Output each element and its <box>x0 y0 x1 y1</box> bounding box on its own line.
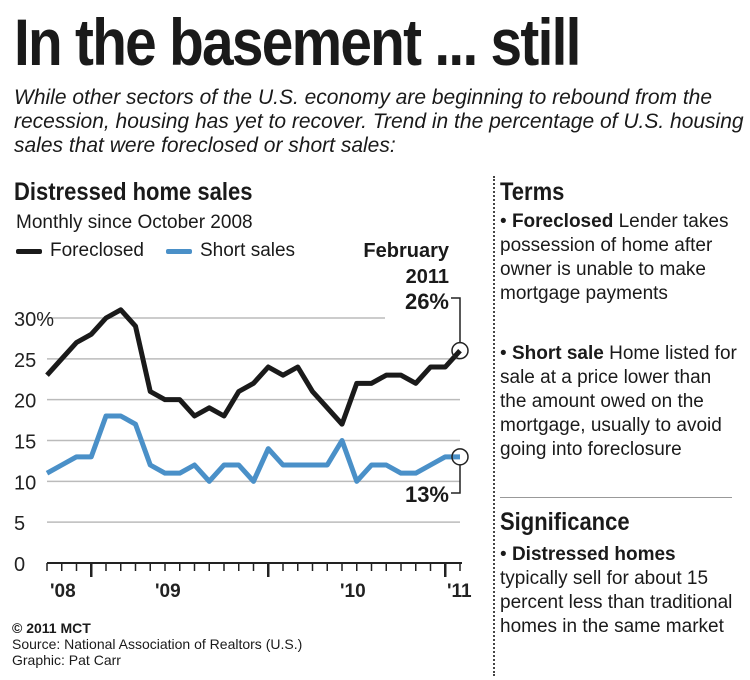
term-def: typically sell for about 15 percent less… <box>500 568 733 637</box>
chart-subtitle: Monthly since October 2008 <box>16 212 253 233</box>
terms-heading: Terms <box>500 178 565 206</box>
y-tick-label: 5 <box>14 513 25 535</box>
y-tick-label: 25 <box>14 350 36 372</box>
term-label: Short sale <box>511 343 604 364</box>
annotation-short: 13% <box>405 482 449 507</box>
credit: Graphic: Pat Carr <box>12 652 121 668</box>
legend-swatch-short <box>166 248 192 254</box>
x-tick-label: '11 <box>447 581 472 602</box>
significance-heading: Significance <box>500 508 630 536</box>
y-tick-label: 20 <box>14 391 36 413</box>
intro-text: While other sectors of the U.S. economy … <box>14 86 744 157</box>
x-tick-label: '09 <box>155 581 181 602</box>
term-def: Home listed for sale at a price lower th… <box>500 343 737 460</box>
x-tick-label: '10 <box>340 581 366 602</box>
separator <box>500 497 732 498</box>
footer: © 2011 MCT Source: National Association … <box>12 620 302 668</box>
y-tick-label: 30% <box>14 309 54 331</box>
term-label: Distressed homes <box>511 544 676 565</box>
annotation-foreclosed: 26% <box>405 289 449 314</box>
y-tick-label: 0 <box>14 554 25 576</box>
legend-foreclosed: Foreclosed <box>50 240 144 261</box>
copyright: © 2011 MCT <box>12 620 91 636</box>
source: Source: National Association of Realtors… <box>12 636 303 652</box>
legend-short: Short sales <box>200 240 296 261</box>
callout-line <box>451 464 461 494</box>
annotation-year: 2011 <box>406 266 449 288</box>
callout-line <box>451 297 461 343</box>
term-label: Foreclosed <box>511 211 614 232</box>
legend-swatch-foreclosed <box>16 248 42 254</box>
term-def: Lender takes possession of home after ow… <box>500 211 729 304</box>
significance-text: • Distressed homes typically sell for ab… <box>500 544 733 637</box>
x-tick-label: '08 <box>50 581 76 602</box>
chart: 0 5 10 15 20 25 30% '08 '09 '10 '11 February 201126%… <box>14 240 472 602</box>
term-short-sale: • Short sale Home listed for sale at a p… <box>500 343 737 460</box>
chart-title: Distressed home sales <box>14 178 253 206</box>
term-foreclosed: • Foreclosed Lender takes possession of … <box>500 211 729 304</box>
legend: Foreclosed Short sales <box>16 240 295 262</box>
y-tick-label: 15 <box>14 432 36 454</box>
y-tick-label: 10 <box>14 472 36 494</box>
headline: In the basement ... still <box>14 5 581 79</box>
series-line-short-sales <box>45 413 460 484</box>
series-line-foreclosed <box>45 307 462 427</box>
annotation-date: February <box>363 240 449 262</box>
divider <box>493 176 495 676</box>
